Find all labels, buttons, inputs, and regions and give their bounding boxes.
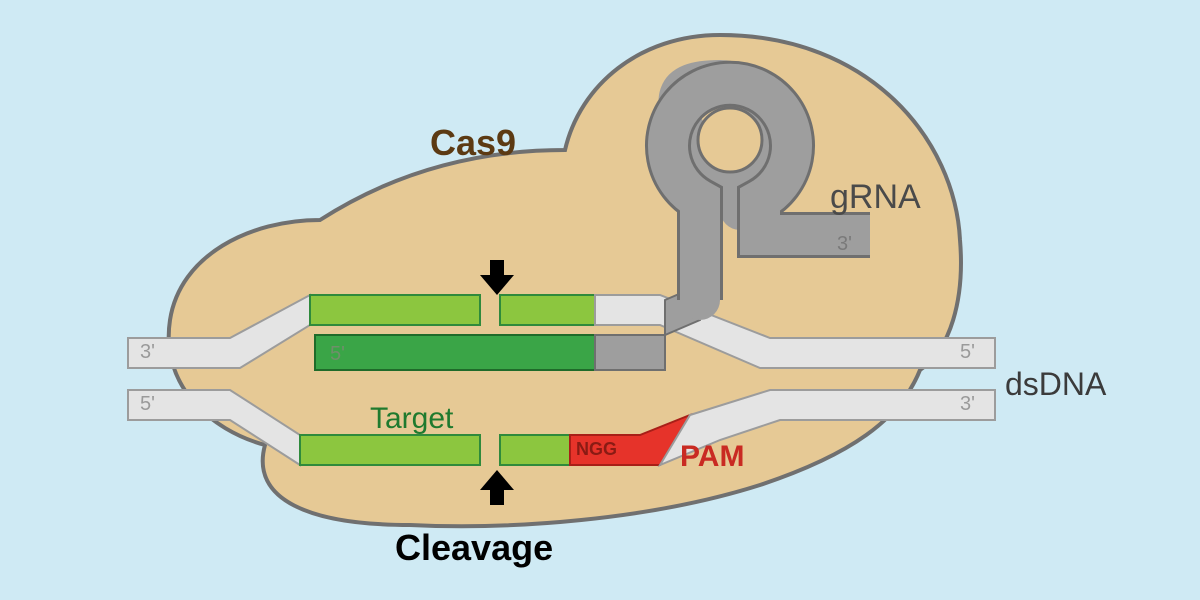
label-ngg: NGG [576,439,617,459]
crispr-diagram: Cas9 gRNA dsDNA Target PAM Cleavage NGG … [0,0,1200,600]
label-cleavage: Cleavage [395,527,553,568]
label-dsdna: dsDNA [1005,366,1107,402]
dna-top-target-right [500,295,595,325]
label-3prime-grna: 3' [837,233,852,255]
dna-top-target-left [310,295,480,325]
label-5prime-right: 5' [960,341,975,363]
grna-spacer [315,335,595,370]
label-3prime-left: 3' [140,341,155,363]
label-pam: PAM [680,440,744,473]
dna-bottom-target-right [500,435,570,465]
label-3prime-right: 3' [960,393,975,415]
label-5prime-spacer: 5' [330,343,345,365]
dna-bottom-target-left [300,435,480,465]
label-cas9: Cas9 [430,122,516,163]
label-5prime-leftbot: 5' [140,393,155,415]
label-grna: gRNA [830,178,921,216]
label-target: Target [370,402,454,435]
